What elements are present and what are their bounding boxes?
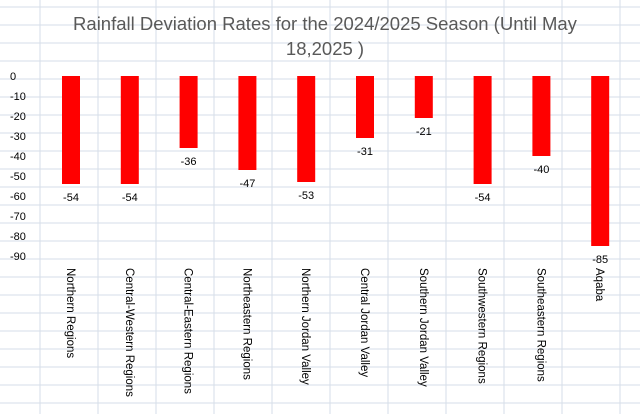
category-label: Northern Jordan Valley [299,268,311,385]
category-label: Aqaba [593,268,605,302]
y-tick-label: -90 [10,251,26,263]
bar [414,76,433,118]
data-labels: -54 -54 -36 -47 -53 -31 -21 -54 -40 -85 [63,126,608,266]
bar [473,76,492,184]
bars [62,76,610,246]
category-labels: Northern Regions Central-Western Regions C… [64,268,605,397]
category-label: Central Jordan Valley [358,268,370,377]
y-tick-label: -10 [10,91,26,103]
data-label: -21 [416,126,432,138]
data-label: -40 [533,164,549,176]
bar [62,76,80,184]
category-label: Northern Regions [64,268,76,358]
bar [356,76,374,138]
bar [297,76,316,182]
y-tick-label: -40 [10,151,26,163]
y-axis: 0 -10 -20 -30 -40 -50 -60 -70 -80 -90 [10,71,26,263]
category-label: Southeastern Regions [534,268,546,382]
data-label: -54 [122,192,138,204]
y-tick-label: -20 [10,111,26,123]
category-label: Southern Jordan Valley [417,268,429,387]
y-tick-label: -30 [10,131,26,143]
data-label: -85 [592,254,608,266]
category-label: Central-Eastern Regions [182,268,194,394]
category-label: Northeastern Regions [240,268,252,380]
data-label: -36 [181,156,197,168]
data-label: -31 [357,146,373,158]
y-tick-label: -70 [10,211,26,223]
bar [179,76,198,148]
y-tick-label: -60 [10,191,26,203]
y-tick-label: -80 [10,231,26,243]
chart-title-line-2: 18,2025 ) [286,38,364,59]
bar [238,76,257,170]
data-label: -47 [239,178,255,190]
data-label: -54 [475,192,491,204]
bar [591,76,610,246]
chart-title-line-1: Rainfall Deviation Rates for the 2024/20… [73,13,578,34]
bar [532,76,551,156]
category-label: Southwestern Regions [476,268,488,384]
bar [120,76,139,184]
data-label: -53 [298,190,314,202]
category-label: Central-Western Regions [123,268,135,397]
data-label: -54 [63,192,79,204]
y-tick-label: -50 [10,171,26,183]
y-tick-label: 0 [10,71,16,83]
